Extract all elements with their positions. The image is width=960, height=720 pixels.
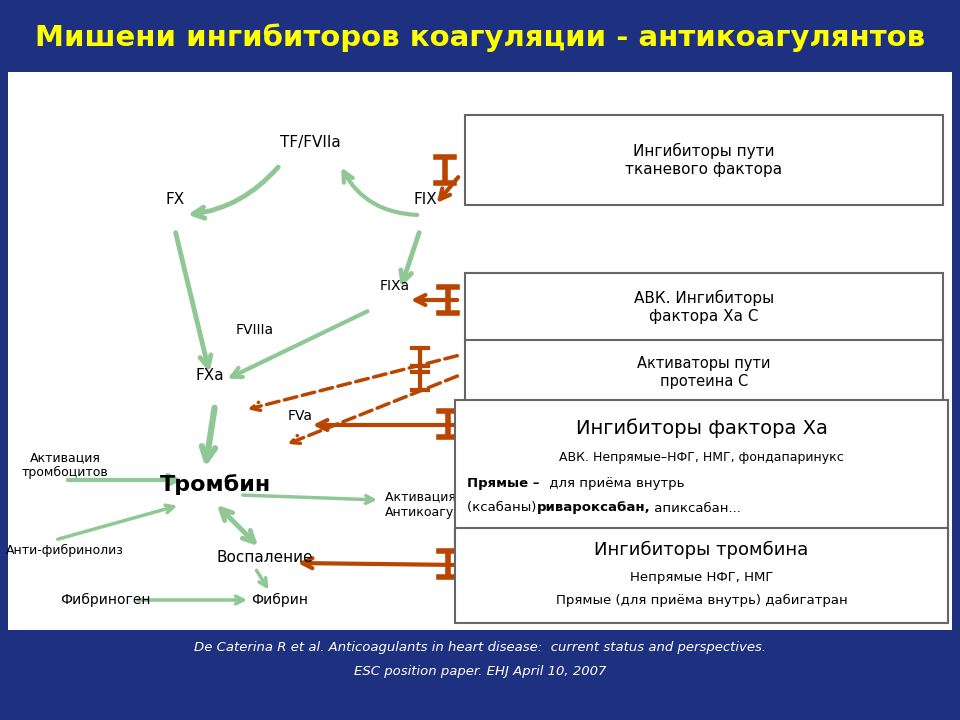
FancyBboxPatch shape — [8, 72, 952, 630]
Text: ESC position paper. EHJ April 10, 2007: ESC position paper. EHJ April 10, 2007 — [354, 665, 606, 678]
Text: FIX: FIX — [413, 192, 437, 207]
Text: апиксабан...: апиксабан... — [650, 502, 741, 515]
Text: Прямые –: Прямые – — [467, 477, 540, 490]
Text: Ингибиторы фактора Ха: Ингибиторы фактора Ха — [576, 418, 828, 438]
Text: FXa: FXa — [196, 369, 225, 384]
Text: Мишени ингибиторов коагуляции - антикоагулянтов: Мишени ингибиторов коагуляции - антикоаг… — [35, 24, 925, 53]
Text: Непрямые НФГ, НМГ: Непрямые НФГ, НМГ — [630, 572, 773, 585]
FancyBboxPatch shape — [465, 340, 943, 405]
Text: (ксабаны): (ксабаны) — [467, 502, 540, 515]
Text: FIXa: FIXa — [380, 279, 410, 293]
Text: Активаторы пути
протеина С: Активаторы пути протеина С — [637, 356, 771, 389]
Text: Ингибиторы пути
тканевого фактора: Ингибиторы пути тканевого фактора — [625, 143, 782, 177]
Text: Фибриноген: Фибриноген — [60, 593, 151, 607]
Text: FX: FX — [165, 192, 184, 207]
Text: Анти-фибринолиз: Анти-фибринолиз — [6, 544, 124, 557]
FancyBboxPatch shape — [455, 528, 948, 623]
Text: De Caterina R et al. Anticoagulants in heart disease:  current status and perspe: De Caterina R et al. Anticoagulants in h… — [194, 642, 766, 654]
FancyBboxPatch shape — [465, 273, 943, 341]
Text: Воспаление: Воспаление — [217, 551, 313, 565]
Text: Фибрин: Фибрин — [252, 593, 308, 607]
Text: Ингибиторы тромбина: Ингибиторы тромбина — [594, 541, 808, 559]
Text: ривароксабан,: ривароксабан, — [537, 502, 651, 515]
Text: АВК. Ингибиторы
фактора Ха С: АВК. Ингибиторы фактора Ха С — [634, 290, 774, 324]
Text: для приёма внутрь: для приёма внутрь — [545, 477, 684, 490]
Text: Тромбин: Тромбин — [159, 474, 271, 495]
Text: TF/FVIIa: TF/FVIIa — [279, 135, 341, 150]
Text: Активация протеина С
Антикоагуляция: Активация протеина С Антикоагуляция — [385, 491, 536, 519]
Text: Прямые (для приёма внутрь) дабигатран: Прямые (для приёма внутрь) дабигатран — [556, 593, 848, 606]
Text: FVIIIa: FVIIIa — [236, 323, 274, 337]
FancyBboxPatch shape — [465, 115, 943, 205]
Text: Активация
тромбоцитов: Активация тромбоцитов — [22, 451, 108, 479]
Text: FVa: FVa — [287, 409, 313, 423]
FancyBboxPatch shape — [455, 400, 948, 548]
Text: АВК. Непрямые–НФГ, НМГ, фондапаринукс: АВК. Непрямые–НФГ, НМГ, фондапаринукс — [559, 451, 844, 464]
